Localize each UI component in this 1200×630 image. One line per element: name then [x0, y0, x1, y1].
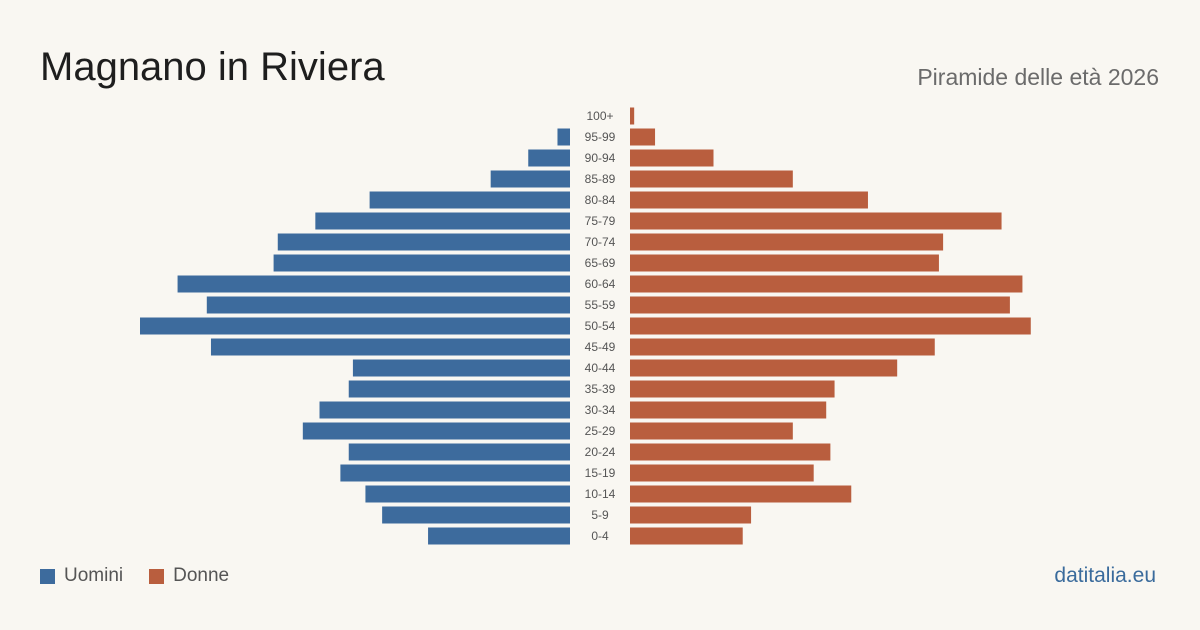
bar-men-80-84: [369, 191, 570, 209]
bar-women-25-29: [630, 422, 793, 440]
bar-women-65-69: [630, 254, 939, 272]
bar-men-50-54: [140, 317, 570, 335]
age-label-25-29: 25-29: [585, 424, 616, 438]
age-label-0-4: 0-4: [591, 529, 609, 543]
age-label-60-64: 60-64: [585, 277, 616, 291]
bar-men-15-19: [340, 464, 570, 482]
bar-women-75-79: [630, 212, 1002, 230]
bar-women-40-44: [630, 359, 898, 377]
bar-women-100plus: [630, 107, 635, 125]
chart-subtitle: Piramide delle età 2026: [917, 64, 1159, 90]
age-label-5-9: 5-9: [591, 508, 609, 522]
legend-item-women: Donne: [149, 564, 229, 588]
age-label-20-24: 20-24: [585, 445, 616, 459]
bar-men-90-94: [528, 149, 570, 167]
bar-men-75-79: [315, 212, 570, 230]
age-label-85-89: 85-89: [585, 172, 616, 186]
bar-men-60-64: [177, 275, 570, 293]
age-label-40-44: 40-44: [585, 361, 616, 375]
bar-men-35-39: [348, 380, 570, 398]
age-label-45-49: 45-49: [585, 340, 616, 354]
age-label-80-84: 80-84: [585, 193, 616, 207]
age-label-15-19: 15-19: [585, 466, 616, 480]
chart-legend: Uomini Donne: [40, 564, 255, 588]
age-label-10-14: 10-14: [585, 487, 616, 501]
bar-men-5-9: [382, 506, 570, 524]
bar-women-50-54: [630, 317, 1031, 335]
bar-men-70-74: [277, 233, 570, 251]
bar-women-30-34: [630, 401, 827, 419]
bar-women-55-59: [630, 296, 1010, 314]
bar-men-10-14: [365, 485, 570, 503]
bar-men-20-24: [348, 443, 570, 461]
bar-women-5-9: [630, 506, 752, 524]
legend-swatch-men: [40, 568, 55, 584]
legend-item-men: Uomini: [40, 564, 123, 588]
bar-women-10-14: [630, 485, 852, 503]
bar-women-15-19: [630, 464, 814, 482]
legend-label-women: Donne: [173, 565, 230, 586]
bar-women-0-4: [630, 527, 743, 545]
bar-women-70-74: [630, 233, 944, 251]
age-label-90-94: 90-94: [585, 151, 616, 165]
legend-label-men: Uomini: [64, 565, 124, 586]
chart-title: Magnano in Riviera: [40, 45, 385, 89]
age-label-55-59: 55-59: [585, 298, 616, 312]
bar-men-95-99: [557, 128, 570, 146]
bar-men-25-29: [302, 422, 570, 440]
bar-women-20-24: [630, 443, 831, 461]
age-label-35-39: 35-39: [585, 382, 616, 396]
bar-men-85-89: [490, 170, 570, 188]
bar-men-30-34: [319, 401, 570, 419]
bar-men-0-4: [428, 527, 570, 545]
bar-men-65-69: [273, 254, 570, 272]
source-link[interactable]: datitalia.eu: [1054, 564, 1156, 587]
age-label-65-69: 65-69: [585, 256, 616, 270]
bar-men-55-59: [206, 296, 570, 314]
age-label-75-79: 75-79: [585, 214, 616, 228]
age-label-95-99: 95-99: [585, 130, 616, 144]
bar-women-60-64: [630, 275, 1023, 293]
age-label-70-74: 70-74: [585, 235, 616, 249]
legend-swatch-women: [149, 568, 165, 584]
age-label-50-54: 50-54: [585, 319, 616, 333]
bar-women-85-89: [630, 170, 793, 188]
bar-women-45-49: [630, 338, 935, 356]
bar-men-40-44: [352, 359, 570, 377]
bar-women-95-99: [630, 128, 656, 146]
bar-women-90-94: [630, 149, 714, 167]
bar-women-35-39: [630, 380, 835, 398]
bar-women-80-84: [630, 191, 868, 209]
age-label-100plus: 100+: [586, 109, 613, 123]
age-label-30-34: 30-34: [585, 403, 616, 417]
bar-men-45-49: [210, 338, 570, 356]
